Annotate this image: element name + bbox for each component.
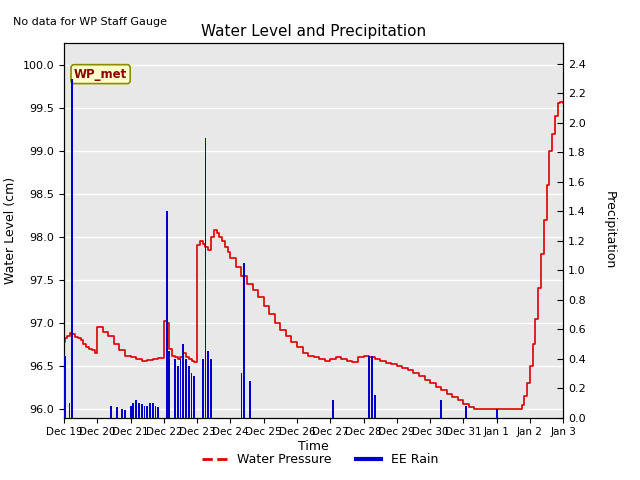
Bar — [332, 400, 334, 418]
Title: Water Level and Precipitation: Water Level and Precipitation — [201, 24, 426, 39]
Bar — [122, 409, 123, 418]
Bar — [68, 403, 70, 418]
Bar — [149, 403, 151, 418]
Bar — [191, 373, 193, 418]
Bar — [131, 406, 132, 418]
Bar — [465, 406, 467, 418]
Bar — [188, 366, 189, 418]
Bar — [210, 359, 212, 418]
Bar — [135, 400, 137, 418]
Bar — [193, 376, 195, 418]
Bar — [138, 403, 140, 418]
Bar — [371, 356, 372, 418]
Bar — [496, 409, 497, 418]
Y-axis label: Water Level (cm): Water Level (cm) — [4, 177, 17, 284]
Bar — [368, 356, 370, 418]
Bar — [72, 79, 73, 418]
Bar — [249, 381, 251, 418]
Bar — [116, 408, 118, 418]
Bar — [132, 403, 134, 418]
Bar — [182, 344, 184, 418]
Bar — [205, 138, 206, 418]
Text: WP_met: WP_met — [74, 68, 127, 81]
Text: No data for WP Staff Gauge: No data for WP Staff Gauge — [13, 17, 167, 27]
Bar — [374, 396, 376, 418]
Bar — [202, 359, 204, 418]
Bar — [207, 351, 209, 418]
Bar — [147, 406, 148, 418]
Bar — [241, 373, 243, 418]
Bar — [157, 408, 159, 418]
Bar — [110, 406, 112, 418]
Bar — [124, 410, 126, 418]
Y-axis label: Precipitation: Precipitation — [603, 191, 616, 270]
Legend: Water Pressure, EE Rain: Water Pressure, EE Rain — [196, 448, 444, 471]
X-axis label: Time: Time — [298, 440, 329, 453]
Bar — [174, 359, 176, 418]
Bar — [168, 351, 170, 418]
Bar — [143, 406, 145, 418]
Bar — [185, 359, 187, 418]
Bar — [141, 404, 143, 418]
Bar — [440, 400, 442, 418]
Bar — [152, 403, 154, 418]
Bar — [177, 366, 179, 418]
Bar — [64, 356, 66, 418]
Bar — [180, 359, 181, 418]
Bar — [166, 211, 168, 418]
Bar — [243, 263, 245, 418]
Bar — [155, 406, 156, 418]
